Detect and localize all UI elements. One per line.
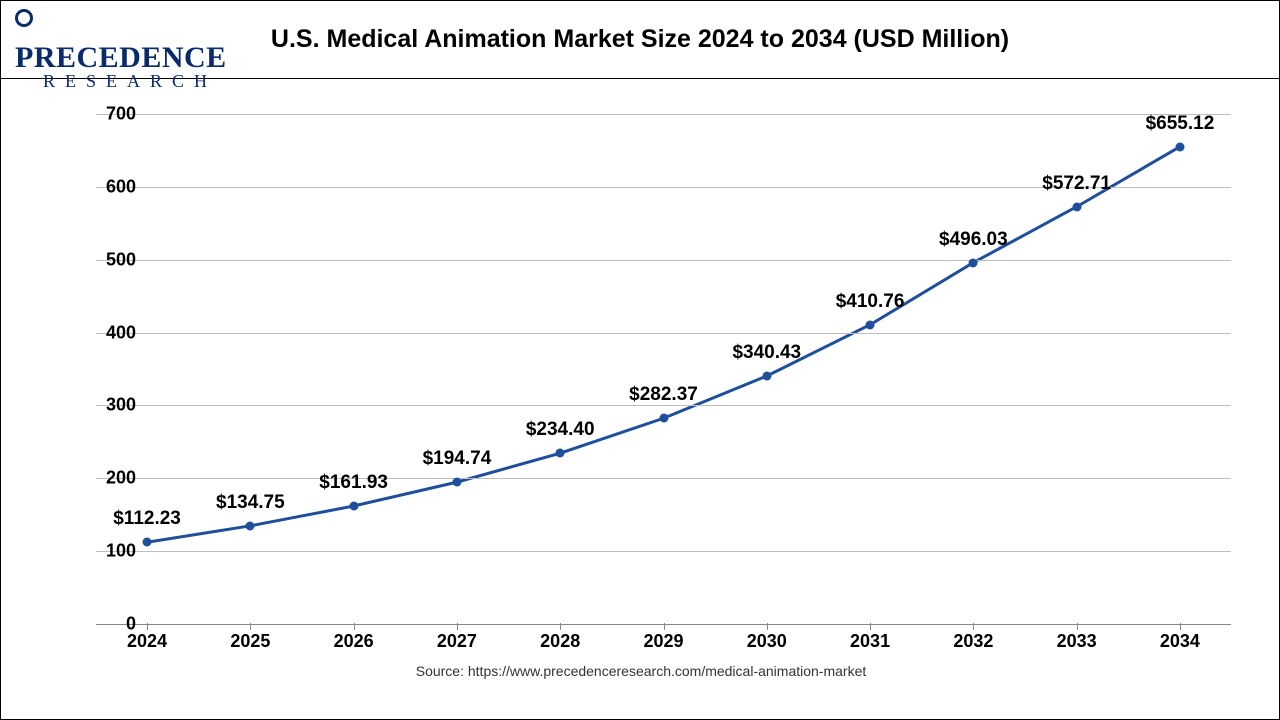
x-axis-tickmark bbox=[560, 623, 561, 630]
y-axis-tick-label: 700 bbox=[76, 104, 136, 125]
data-label: $572.71 bbox=[1042, 173, 1111, 195]
gridline bbox=[96, 260, 1231, 261]
y-axis-tick-label: 200 bbox=[76, 468, 136, 489]
y-axis-tick-label: 600 bbox=[76, 176, 136, 197]
data-label: $194.74 bbox=[423, 448, 492, 470]
chart-area: $112.23 $134.75 $161.93 $194.74 $234.40 $282.… bbox=[1, 79, 1280, 689]
logo-globe-icon bbox=[15, 9, 33, 27]
data-label: $410.76 bbox=[836, 291, 905, 313]
x-axis-tick-label: 2028 bbox=[515, 631, 605, 652]
y-axis-tick-label: 100 bbox=[76, 541, 136, 562]
data-point bbox=[143, 538, 152, 547]
gridline bbox=[96, 478, 1231, 479]
x-axis-tick-label: 2027 bbox=[412, 631, 502, 652]
data-label: $655.12 bbox=[1146, 113, 1215, 135]
y-axis-tick-label: 300 bbox=[76, 395, 136, 416]
x-axis-tickmark bbox=[1077, 623, 1078, 630]
source-caption: Source: https://www.precedenceresearch.c… bbox=[1, 663, 1280, 679]
chart-frame: PRECEDENCE RESEARCH U.S. Medical Animati… bbox=[0, 0, 1280, 720]
data-label: $282.37 bbox=[629, 384, 698, 406]
x-axis-tick-label: 2024 bbox=[102, 631, 192, 652]
x-axis-tick-label: 2033 bbox=[1032, 631, 1122, 652]
y-axis-tick-label: 400 bbox=[76, 322, 136, 343]
x-axis-tick-label: 2025 bbox=[205, 631, 295, 652]
x-axis-tickmark bbox=[457, 623, 458, 630]
header-bar: PRECEDENCE RESEARCH U.S. Medical Animati… bbox=[1, 1, 1279, 79]
data-point bbox=[762, 371, 771, 380]
x-axis-tick-label: 2026 bbox=[309, 631, 399, 652]
data-point bbox=[659, 414, 668, 423]
x-axis-tickmark bbox=[767, 623, 768, 630]
x-axis-tickmark bbox=[250, 623, 251, 630]
data-point bbox=[866, 320, 875, 329]
series-line bbox=[147, 147, 1180, 543]
y-axis-tick-label: 500 bbox=[76, 249, 136, 270]
data-point bbox=[349, 502, 358, 511]
data-label: $234.40 bbox=[526, 419, 595, 441]
data-point bbox=[452, 478, 461, 487]
data-label: $496.03 bbox=[939, 229, 1008, 251]
gridline bbox=[96, 333, 1231, 334]
x-axis-tick-label: 2029 bbox=[619, 631, 709, 652]
data-point bbox=[1072, 202, 1081, 211]
x-axis-tickmark bbox=[1180, 623, 1181, 630]
x-axis-tick-label: 2030 bbox=[722, 631, 812, 652]
x-axis-tickmark bbox=[664, 623, 665, 630]
data-label: $134.75 bbox=[216, 492, 285, 514]
gridline bbox=[96, 114, 1231, 115]
x-axis-tickmark bbox=[870, 623, 871, 630]
data-point bbox=[246, 521, 255, 530]
data-point bbox=[969, 258, 978, 267]
x-axis-tickmark bbox=[147, 623, 148, 630]
x-axis-tick-label: 2034 bbox=[1135, 631, 1225, 652]
x-axis-tickmark bbox=[354, 623, 355, 630]
x-axis-tickmark bbox=[973, 623, 974, 630]
data-point bbox=[1175, 142, 1184, 151]
logo-main-text: PRECEDENCE bbox=[15, 41, 227, 74]
data-label: $161.93 bbox=[319, 472, 388, 494]
data-point bbox=[556, 449, 565, 458]
data-label: $340.43 bbox=[732, 342, 801, 364]
x-axis-tick-label: 2032 bbox=[928, 631, 1018, 652]
logo-main: PRECEDENCE bbox=[15, 7, 235, 75]
plot-region: $112.23 $134.75 $161.93 $194.74 $234.40 $282.… bbox=[96, 114, 1231, 624]
data-label: $112.23 bbox=[113, 508, 181, 530]
x-axis-tick-label: 2031 bbox=[825, 631, 915, 652]
gridline bbox=[96, 551, 1231, 552]
